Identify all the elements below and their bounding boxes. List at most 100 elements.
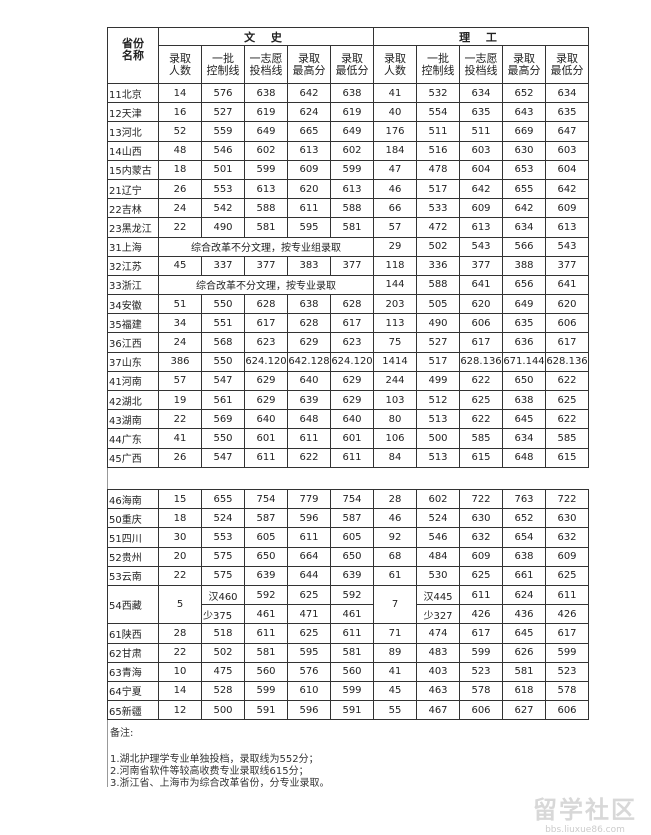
province-name: 21辽宁 — [107, 178, 159, 200]
cell: 517 — [416, 178, 460, 200]
cell: 642 — [459, 178, 503, 200]
cell: 638 — [244, 82, 288, 104]
cell: 620 — [287, 178, 331, 200]
column-header: 录取 人数 — [158, 45, 202, 84]
cell: 511 — [459, 121, 503, 142]
cell: 40 — [373, 102, 417, 123]
cell: 10 — [158, 661, 202, 682]
province-name: 35福建 — [107, 313, 159, 334]
cell: 426 — [459, 604, 503, 625]
cell: 527 — [201, 102, 245, 123]
merged-note-cell: 综合改革不分文理，按专业组录取 — [158, 236, 374, 257]
cell: 622 — [459, 409, 503, 430]
cell: 561 — [201, 389, 245, 411]
cell: 645 — [502, 409, 546, 430]
cell: 513 — [416, 447, 460, 468]
cell: 649 — [244, 121, 288, 142]
cell: 628 — [287, 313, 331, 334]
cell: 203 — [373, 294, 417, 315]
column-header: 录取 人数 — [373, 45, 417, 84]
cell: 550 — [201, 428, 245, 449]
note-item: 2.河南省软件等较高收费专业录取线615分； — [110, 766, 309, 777]
note-item: 1.湖北护理学专业单独投档，录取线为552分； — [110, 754, 319, 765]
province-name: 37山东 — [107, 351, 159, 372]
cell: 560 — [330, 661, 374, 682]
cell: 524 — [201, 508, 245, 529]
cell: 617 — [545, 623, 589, 644]
cell: 634 — [502, 428, 546, 449]
cell: 615 — [545, 447, 589, 468]
province-name: 36江西 — [107, 332, 159, 353]
cell: 57 — [373, 217, 417, 238]
cell: 602 — [244, 140, 288, 161]
table-row: 52贵州 20 575 650 664 650 68 484 609 638 609 — [107, 546, 589, 567]
cell: 524 — [416, 508, 460, 529]
cell: 604 — [459, 159, 503, 180]
cell: 635 — [502, 313, 546, 334]
cell: 635 — [459, 102, 503, 123]
cell: 551 — [201, 313, 245, 334]
cell: 22 — [158, 565, 202, 586]
cell: 244 — [373, 370, 417, 392]
cell: 467 — [416, 700, 460, 721]
cell: 581 — [244, 217, 288, 238]
cell: 500 — [416, 428, 460, 449]
cell: 609 — [545, 198, 589, 219]
cell: 638 — [502, 389, 546, 411]
cell: 543 — [545, 236, 589, 257]
cell: 30 — [158, 527, 202, 548]
cell: 547 — [201, 370, 245, 392]
cell: 490 — [416, 313, 460, 334]
cell: 641 — [545, 274, 589, 296]
cell: 632 — [545, 527, 589, 548]
cell: 581 — [502, 661, 546, 682]
cell: 461 — [244, 604, 288, 625]
cell: 622 — [545, 370, 589, 392]
province-name: 42湖北 — [107, 389, 159, 411]
cell: 606 — [459, 313, 503, 334]
cell: 26 — [158, 447, 202, 468]
cell: 518 — [201, 623, 245, 644]
cell: 617 — [459, 332, 503, 353]
province-name: 32江苏 — [107, 255, 159, 276]
cell: 650 — [244, 546, 288, 567]
column-header: 一批 控制线 — [201, 45, 245, 84]
cell: 640 — [287, 370, 331, 392]
cell: 655 — [201, 488, 245, 510]
table-row: 35福建 34 551 617 628 617 113 490 606 635 606 — [107, 313, 589, 334]
cell: 640 — [330, 409, 374, 430]
cell: 642.128 — [287, 351, 331, 372]
cell: 664 — [287, 546, 331, 567]
cell: 650 — [330, 546, 374, 567]
cell: 553 — [201, 178, 245, 200]
cell: 624 — [287, 102, 331, 123]
cell: 426 — [545, 604, 589, 625]
cell: 587 — [244, 508, 288, 529]
cell: 629 — [244, 389, 288, 411]
cell: 18 — [158, 159, 202, 180]
cell: 89 — [373, 642, 417, 663]
cell: 388 — [502, 255, 546, 276]
cell: 609 — [287, 159, 331, 180]
cell: 611 — [459, 584, 503, 606]
cell: 634 — [502, 217, 546, 238]
province-name: 34安徽 — [107, 294, 159, 315]
cell: 722 — [459, 488, 503, 510]
cell: 14 — [158, 82, 202, 104]
cell: 628.136 — [459, 351, 503, 372]
province-name: 41河南 — [107, 370, 159, 392]
cell: 628 — [330, 294, 374, 315]
table-row: 53云南 22 575 639 644 639 61 530 625 661 625 — [107, 565, 589, 586]
cell: 609 — [459, 546, 503, 567]
province-name: 54西藏 — [107, 584, 159, 625]
cell: 595 — [287, 642, 331, 663]
table-row: 54西藏 5 汉460 592 625 592 7 汉445 611 624 611 — [107, 584, 589, 625]
cell: 596 — [287, 700, 331, 721]
column-header: 一志愿 投档线 — [459, 45, 503, 84]
table-row: 37山东 386 550 624.120 642.128 624.120 1414 517 62… — [107, 351, 589, 372]
table-row: 32江苏 45 337 377 383 377 118 336 377 388 377 — [107, 255, 589, 276]
cell: 630 — [502, 140, 546, 161]
cell: 184 — [373, 140, 417, 161]
cell: 505 — [416, 294, 460, 315]
cell: 638 — [287, 294, 331, 315]
